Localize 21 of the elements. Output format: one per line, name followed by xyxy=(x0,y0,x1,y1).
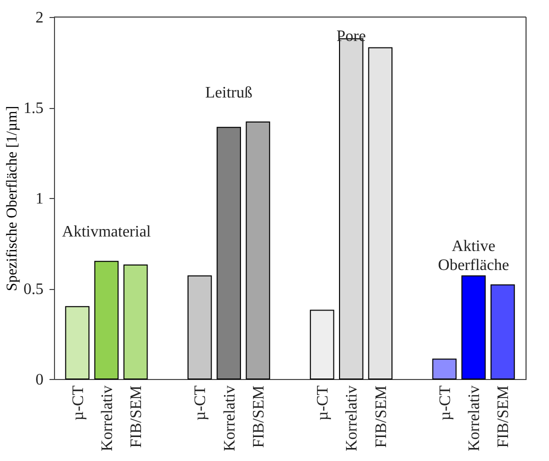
y-tick-label: 0 xyxy=(36,372,44,388)
x-tick-label: µ-CT xyxy=(192,385,210,420)
annotation: Aktivmaterial xyxy=(62,224,152,241)
y-tick-label: 1.5 xyxy=(24,100,44,117)
x-tick-label: Korrelativ xyxy=(344,386,361,452)
y-tick-label: 2 xyxy=(36,10,44,26)
x-tick-label: µ-CT xyxy=(436,385,454,420)
y-tick-label: 0.5 xyxy=(24,281,44,298)
annotation: Leitruß xyxy=(205,84,252,102)
x-tick-label: FIB/SEM xyxy=(250,386,268,448)
x-tick-label: µ-CT xyxy=(314,385,332,420)
x-tick-label: Korrelativ xyxy=(221,386,238,452)
x-tick-label: Korrelativ xyxy=(466,386,484,452)
annotation: Aktive Oberfläche xyxy=(438,238,510,274)
x-tick-label: FIB/SEM xyxy=(128,386,146,448)
x-tick-label: Korrelativ xyxy=(98,386,116,452)
x-tick-label: FIB/SEM xyxy=(495,386,512,448)
x-tick-label: µ-CT xyxy=(70,385,87,420)
y-axis-title: Spezifische Oberfläche [1/µm] xyxy=(4,106,20,292)
y-tick-label: 1 xyxy=(36,190,44,208)
x-tick-label: FIB/SEM xyxy=(372,386,390,448)
